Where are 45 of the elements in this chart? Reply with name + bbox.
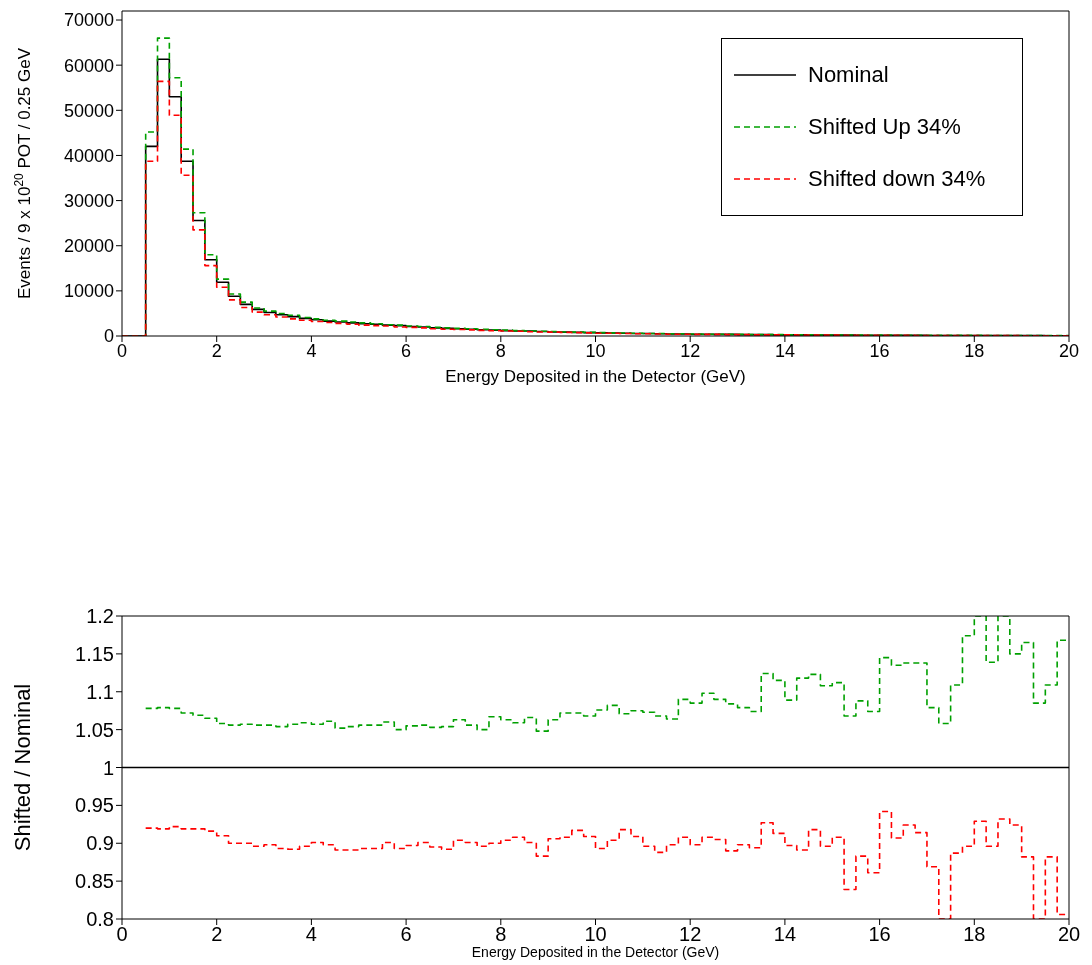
x-tick-label: 12 (680, 340, 701, 361)
x-tick-label: 2 (211, 923, 223, 946)
x-axis-title: Energy Deposited in the Detector (GeV) (445, 367, 746, 386)
x-tick-label: 4 (305, 923, 317, 946)
y-tick-label: 50000 (63, 100, 114, 121)
x-tick-label: 10 (585, 340, 606, 361)
y-tick-label: 0 (103, 326, 114, 347)
y-tick-label: 1 (102, 756, 114, 779)
x-tick-label: 2 (211, 340, 222, 361)
x-tick-label: 20 (1057, 923, 1081, 946)
y-tick-label: 30000 (63, 190, 114, 211)
x-tick-label: 8 (495, 340, 506, 361)
y-tick-label: 40000 (63, 145, 114, 166)
x-axis-title: Energy Deposited in the Detector (GeV) (471, 944, 720, 960)
x-tick-label: 4 (306, 340, 317, 361)
y-tick-label: 0.85 (75, 870, 114, 893)
y-tick-label: 10000 (63, 281, 114, 302)
x-tick-label: 14 (773, 923, 797, 946)
x-tick-label: 16 (869, 340, 890, 361)
x-tick-label: 0 (116, 340, 128, 361)
y-tick-label: 1.1 (86, 680, 114, 703)
x-tick-label: 18 (963, 923, 986, 946)
x-tick-label: 20 (1058, 340, 1080, 361)
x-tick-label: 12 (679, 923, 702, 946)
x-tick-label: 6 (401, 340, 412, 361)
y-tick-label: 0.8 (86, 908, 114, 931)
legend-label: Shifted Up 34% (808, 114, 961, 140)
y-tick-label: 0.95 (75, 794, 114, 817)
x-tick-label: 8 (495, 923, 507, 946)
x-tick-label: 14 (774, 340, 795, 361)
y-axis-title: Shifted / Nominal (10, 683, 35, 852)
legend-label: Shifted down 34% (808, 166, 986, 192)
x-tick-label: 18 (964, 340, 985, 361)
x-tick-label: 16 (868, 923, 891, 946)
y-tick-label: 1.15 (75, 642, 114, 665)
y-tick-label: 60000 (63, 55, 114, 76)
y-tick-label: 0.9 (86, 832, 114, 855)
x-tick-label: 0 (116, 923, 128, 946)
legend-label: Nominal (808, 62, 889, 88)
y-tick-label: 1.2 (86, 605, 114, 628)
y-tick-label: 70000 (63, 10, 114, 31)
y-tick-label: 1.05 (75, 718, 114, 741)
x-tick-label: 6 (400, 923, 412, 946)
x-tick-label: 10 (584, 923, 607, 946)
y-tick-label: 20000 (63, 236, 114, 257)
